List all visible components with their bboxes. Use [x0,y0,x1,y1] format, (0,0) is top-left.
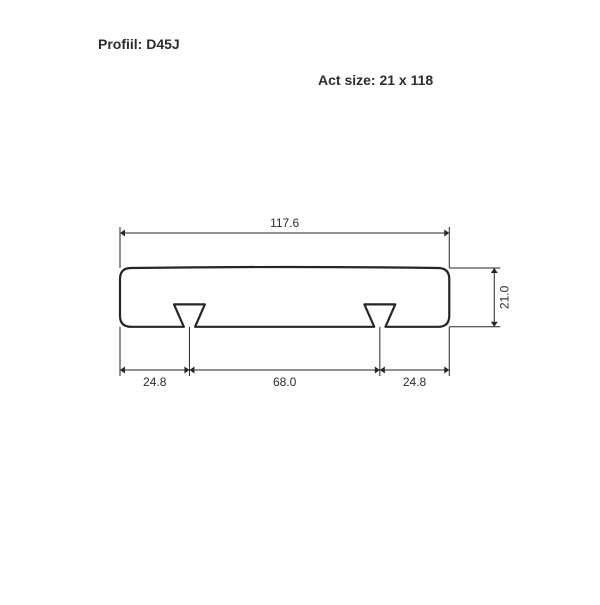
dim-bottom-left: 24.8 [143,375,167,389]
profile-label: Profiil: D45J [98,36,180,52]
dim-top-width: 117.6 [270,216,299,230]
act-size-label: Act size: 21 x 118 [318,72,433,88]
profile-outline [120,267,449,327]
profile-cross-section-drawing: 117.6 21.0 24.8 68.0 24.8 [0,0,600,600]
dim-bottom-center: 68.0 [273,375,297,389]
dim-bottom-right: 24.8 [403,375,427,389]
dim-right-height: 21.0 [497,285,511,309]
